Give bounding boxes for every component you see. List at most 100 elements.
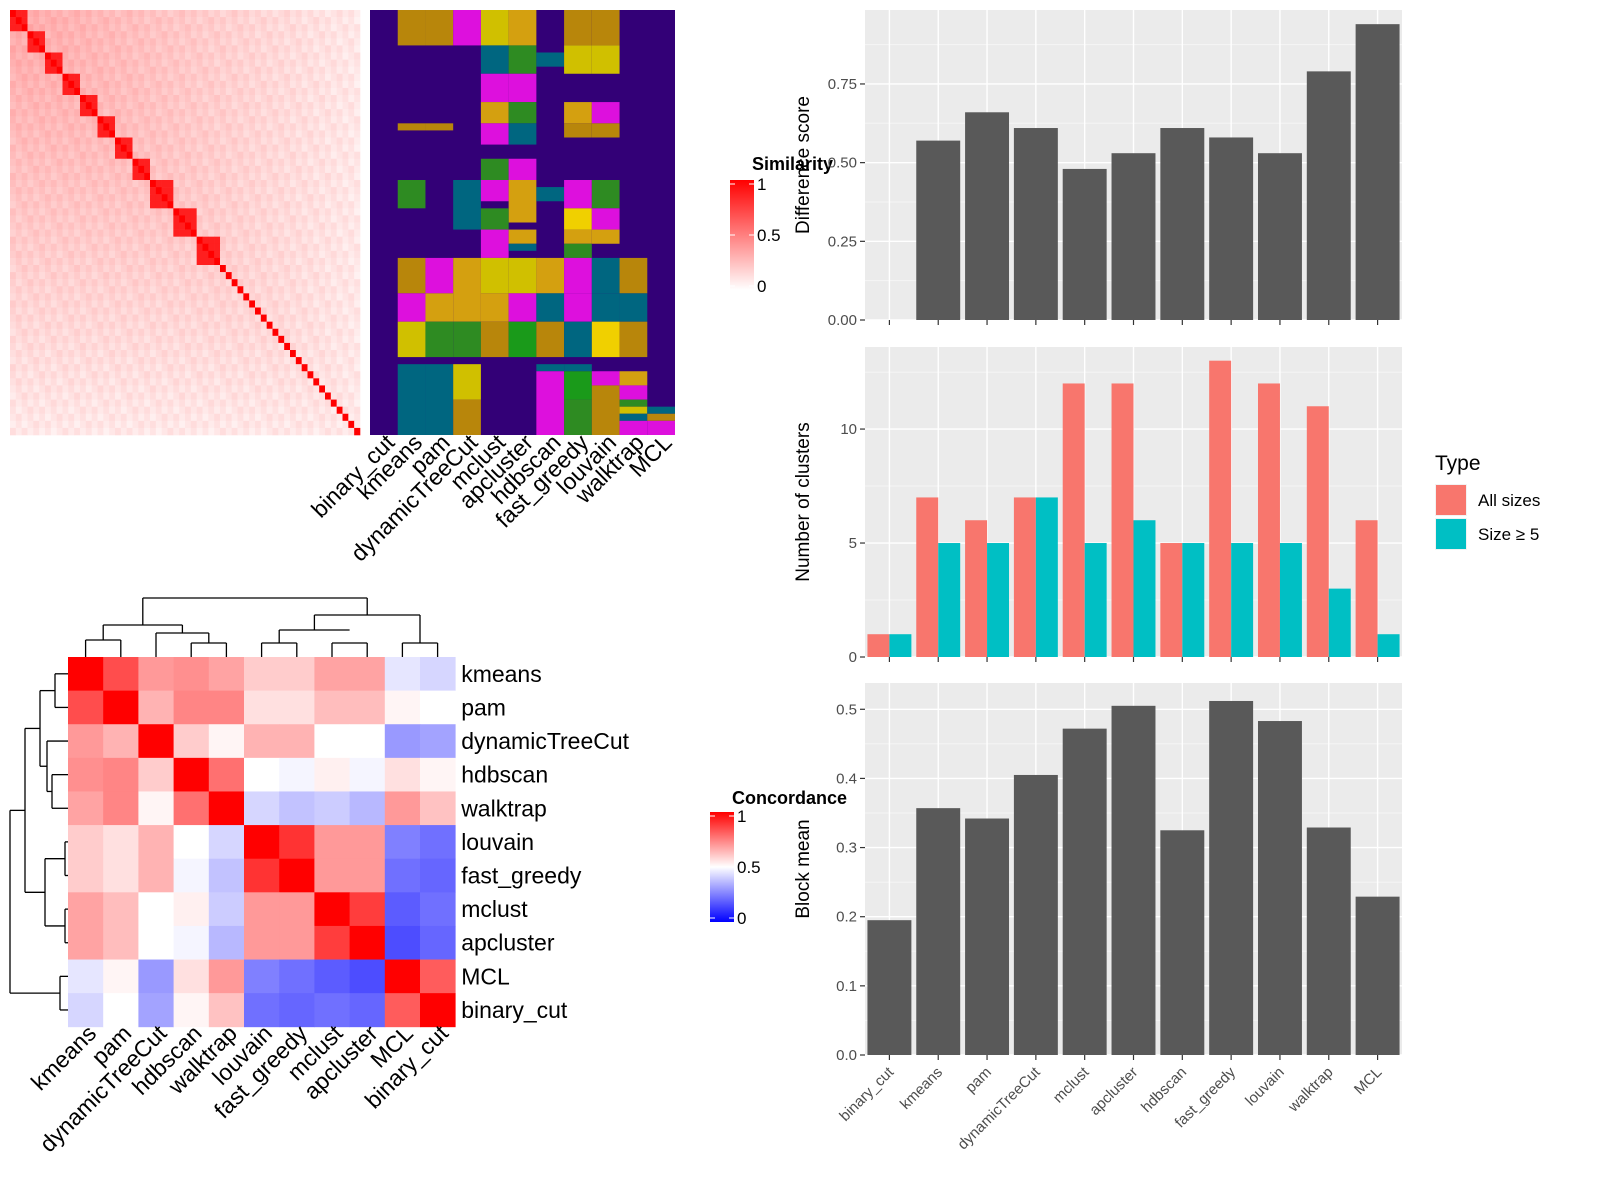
similarity-cell [45, 59, 52, 67]
similarity-cell [27, 427, 34, 436]
similarity-cell [91, 399, 98, 407]
similarity-cell [301, 371, 308, 379]
similarity-cell [74, 95, 81, 103]
similarity-cell [115, 265, 122, 273]
cluster-grid-cell [591, 10, 620, 46]
similarity-cell [74, 371, 81, 379]
similarity-cell [138, 243, 145, 252]
similarity-cell [56, 187, 63, 195]
similarity-cell [27, 328, 34, 337]
similarity-cell [179, 45, 186, 53]
similarity-cell [325, 109, 332, 117]
similarity-cell [144, 87, 151, 96]
concordance-cell [314, 993, 350, 1028]
similarity-cell [85, 286, 92, 294]
similarity-cell [266, 272, 273, 280]
similarity-cell [237, 24, 244, 32]
cluster-grid-cell [564, 321, 592, 358]
similarity-cell [348, 229, 355, 237]
similarity-cell [74, 328, 81, 337]
similarity-cell [39, 413, 46, 422]
similarity-cell [21, 17, 28, 25]
similarity-cell [185, 321, 192, 330]
similarity-cell [85, 59, 92, 67]
similarity-cell [155, 328, 162, 337]
similarity-cell [68, 342, 75, 351]
similarity-cell [150, 364, 157, 372]
concordance-legend-tick: 0 [737, 909, 746, 928]
similarity-cell [56, 300, 63, 308]
similarity-cell [167, 229, 174, 237]
similarity-cell [144, 180, 151, 188]
similarity-cell [231, 73, 238, 82]
similarity-cell [208, 328, 215, 337]
similarity-cell [284, 151, 291, 160]
similarity-cell [330, 10, 337, 18]
similarity-cell [185, 342, 192, 351]
similarity-cell [132, 385, 139, 393]
cluster-grid-cell [480, 180, 509, 202]
similarity-cell [214, 158, 221, 167]
similarity-cell [196, 31, 203, 39]
similarity-cell [10, 236, 17, 245]
similarity-cell [50, 123, 57, 131]
similarity-cell [260, 31, 267, 39]
similarity-cell [295, 17, 302, 25]
similarity-cell [91, 279, 98, 287]
similarity-cell [202, 364, 209, 372]
similarity-cell [348, 73, 355, 82]
similarity-cell [348, 364, 355, 372]
similarity-cell [62, 52, 69, 60]
similarity-cell [243, 257, 250, 266]
similarity-cell [231, 17, 238, 25]
similarity-cell [167, 385, 174, 393]
similarity-cell [173, 229, 180, 237]
similarity-cell [68, 144, 75, 152]
similarity-cell [330, 151, 337, 160]
similarity-cell [115, 413, 122, 422]
concordance-cell [244, 757, 280, 792]
similarity-cell [21, 385, 28, 393]
similarity-cell [272, 116, 279, 124]
similarity-cell [307, 335, 314, 344]
similarity-cell [284, 378, 291, 386]
similarity-cell [354, 350, 361, 358]
similarity-cell [103, 314, 110, 322]
similarity-cell [354, 17, 361, 25]
similarity-cell [190, 130, 197, 138]
similarity-cell [255, 201, 262, 209]
similarity-cell [91, 222, 98, 230]
similarity-cell [196, 307, 203, 315]
similarity-cell [91, 158, 98, 167]
similarity-cell [138, 364, 145, 372]
similarity-cell [68, 123, 75, 131]
similarity-cell [237, 180, 244, 188]
similarity-cell [10, 52, 17, 60]
similarity-cell [173, 130, 180, 138]
similarity-cell [167, 109, 174, 117]
similarity-cell [167, 10, 174, 18]
similarity-cell [74, 222, 81, 230]
similarity-cell [15, 335, 22, 344]
similarity-cell [336, 102, 343, 110]
similarity-cell [208, 250, 215, 259]
similarity-cell [284, 420, 291, 429]
similarity-cell [255, 300, 262, 308]
similarity-cell [33, 328, 40, 337]
similarity-cell [272, 413, 279, 422]
similarity-cell [313, 137, 320, 145]
similarity-cell [150, 109, 157, 117]
similarity-cell [260, 314, 267, 322]
similarity-cell [185, 102, 192, 110]
similarity-cell [202, 427, 209, 436]
similarity-cell [138, 229, 145, 237]
similarity-cell [132, 215, 139, 223]
similarity-cell [138, 392, 145, 400]
similarity-cell [21, 420, 28, 429]
similarity-cell [126, 357, 133, 365]
similarity-cell [109, 52, 116, 60]
difference-score-ytick-label: 0.50 [828, 155, 857, 172]
similarity-cell [33, 357, 40, 365]
similarity-cell [208, 399, 215, 407]
